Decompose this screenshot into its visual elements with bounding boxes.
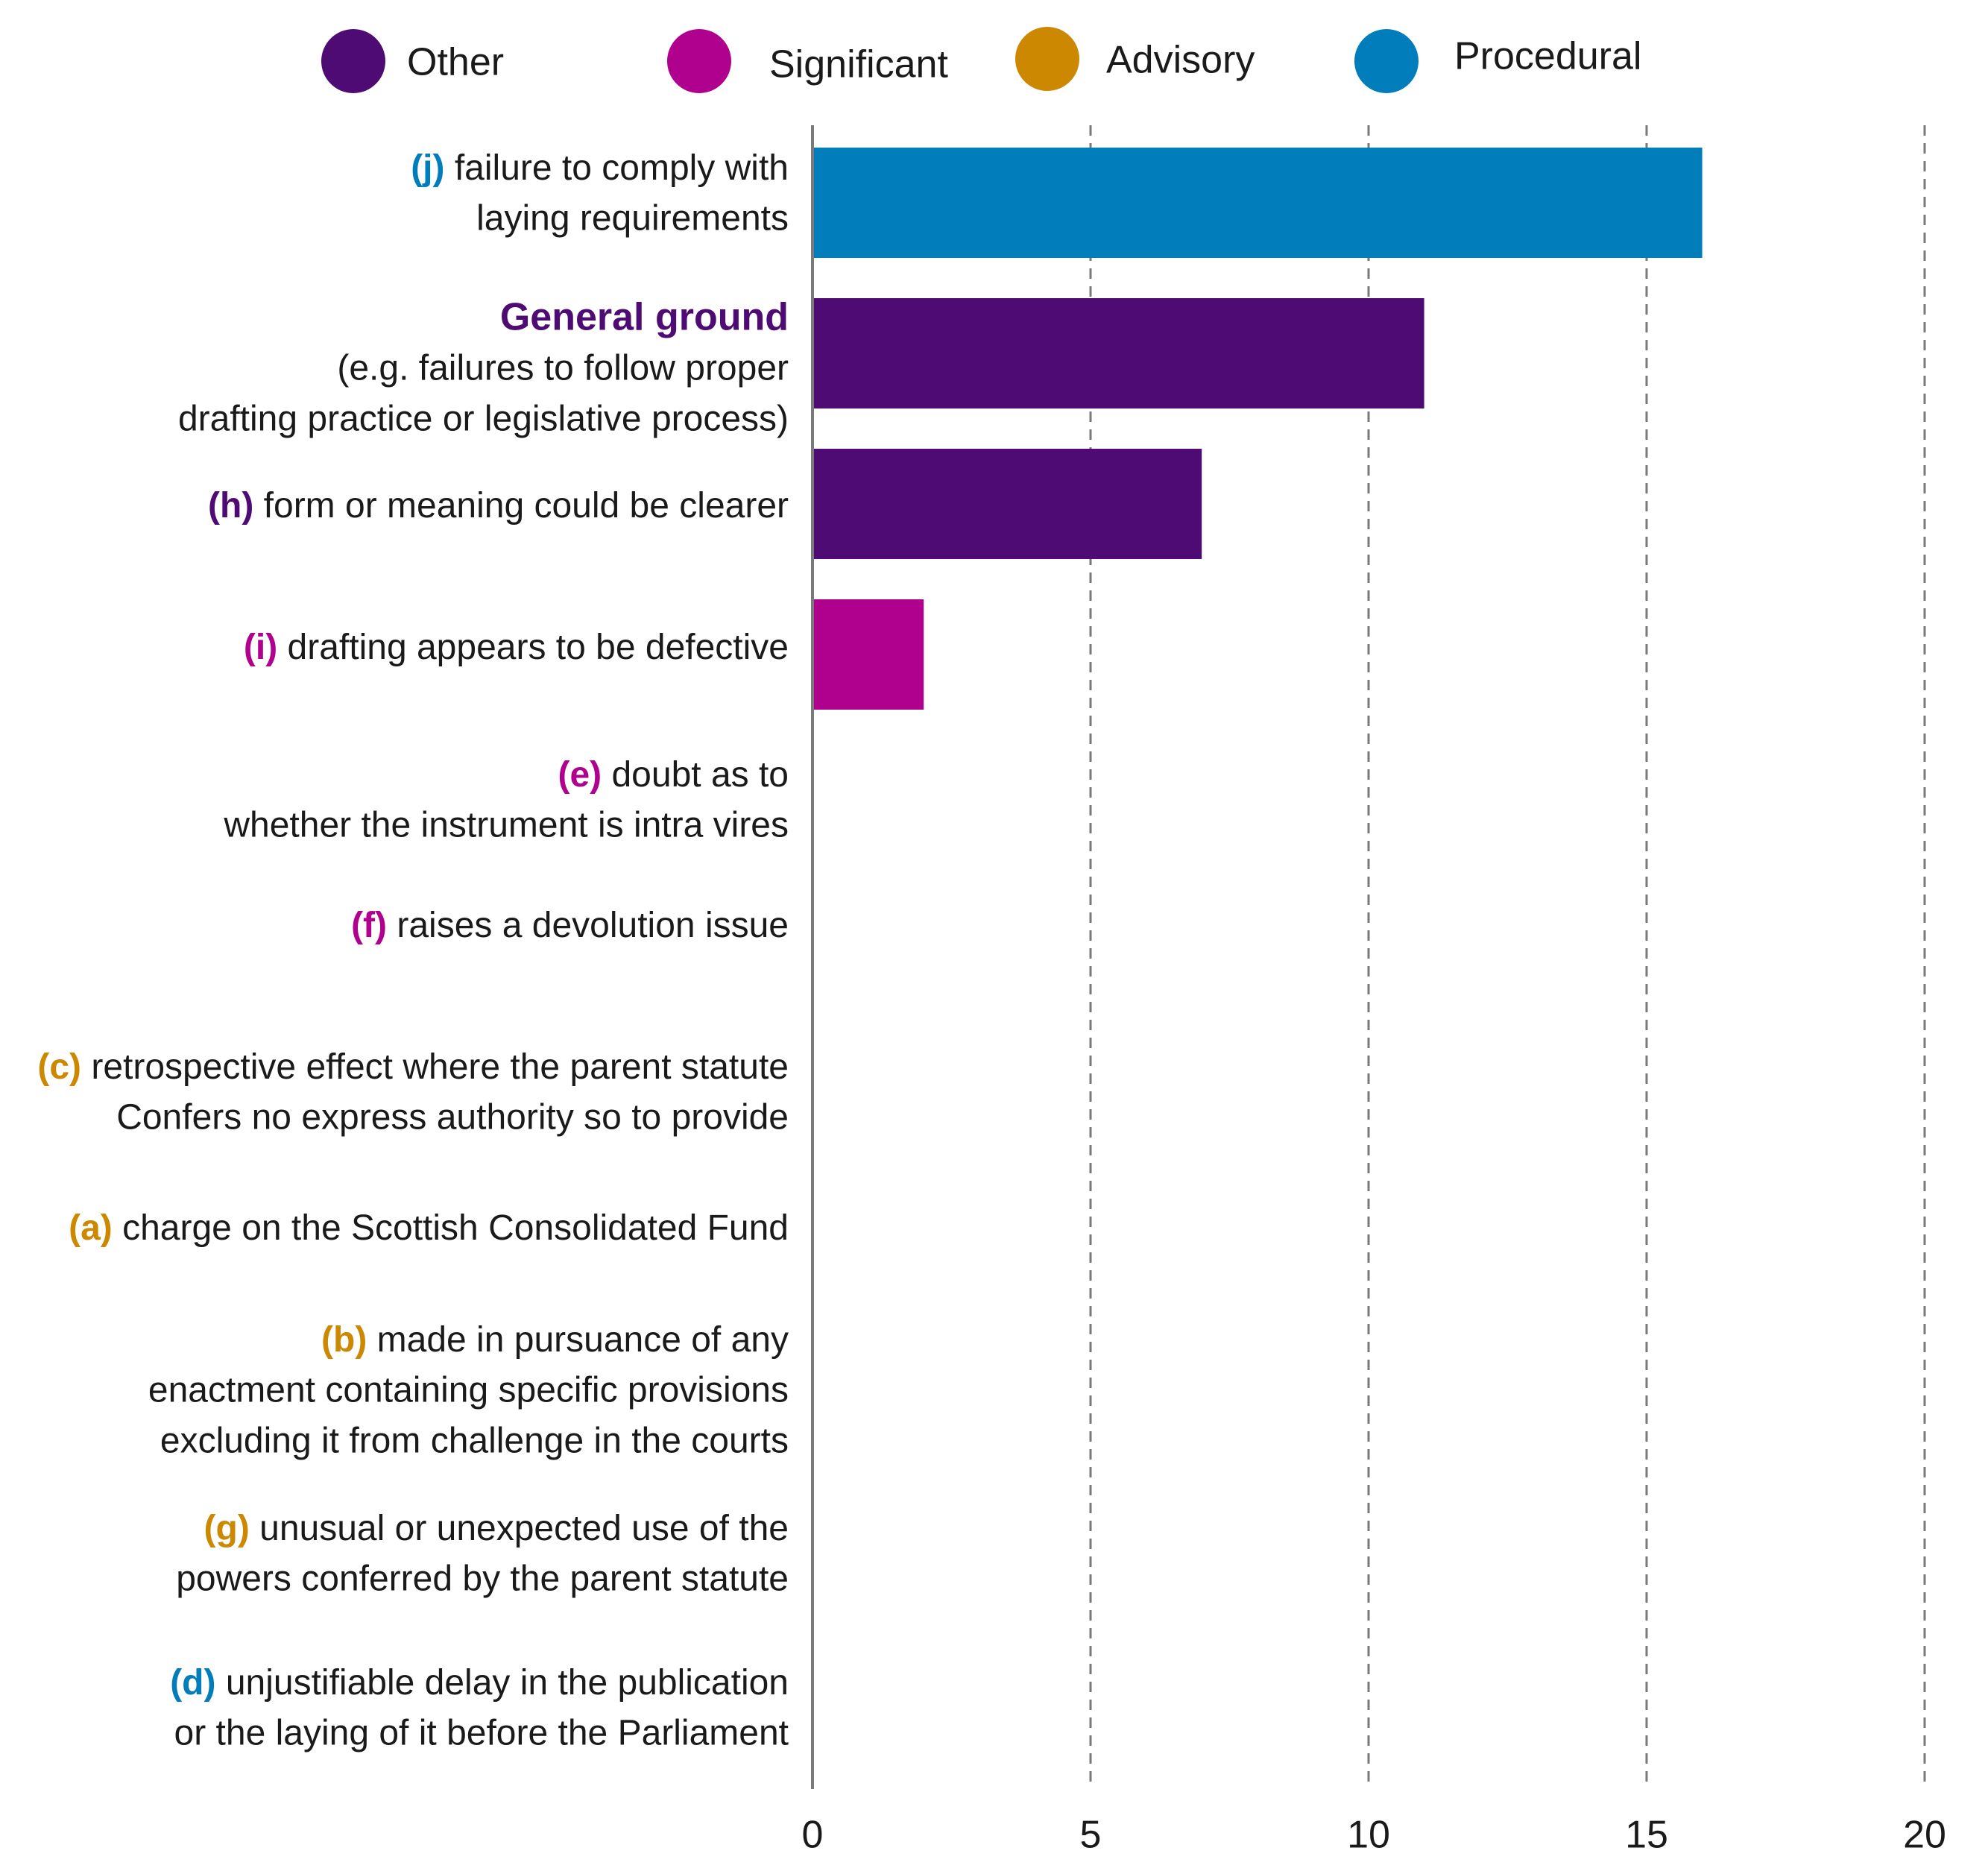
category-label-j-line-1: (j) failure to comply with xyxy=(411,148,789,188)
category-label-c-line-2: Confers no express authority so to provi… xyxy=(116,1098,789,1138)
x-tick-label-15: 15 xyxy=(1625,1814,1668,1857)
category-text-c: retrospective effect where the parent st… xyxy=(91,1047,789,1087)
category-text-g: unusual or unexpected use of the xyxy=(259,1509,789,1548)
legend-label-other: Other xyxy=(407,41,504,84)
category-label-g-line-2: powers conferred by the parent statute xyxy=(176,1559,789,1599)
legend-label-advisory: Advisory xyxy=(1106,39,1255,82)
category-heading-general-ground: General ground xyxy=(500,296,789,339)
category-label-g-line-1: (g) unusual or unexpected use of the xyxy=(204,1509,789,1548)
category-text-e: doubt as to xyxy=(611,755,789,795)
category-prefix-a: (a) xyxy=(69,1208,122,1248)
category-label-b-line-3: excluding it from challenge in the court… xyxy=(160,1422,789,1461)
category-text-f: raises a devolution issue xyxy=(397,906,789,945)
category-label-a-line-1: (a) charge on the Scottish Consolidated … xyxy=(69,1208,789,1248)
category-text-a: charge on the Scottish Consolidated Fund xyxy=(122,1208,789,1248)
legend-marker-other xyxy=(321,29,385,93)
category-text-h: form or meaning could be clearer xyxy=(264,486,789,526)
legend: Other Significant Advisory Procedural xyxy=(321,27,1641,93)
x-tick-label-10: 10 xyxy=(1347,1814,1390,1857)
x-tick-label-0: 0 xyxy=(802,1814,824,1857)
category-text-b: made in pursuance of any xyxy=(377,1320,789,1360)
x-tick-label-20: 20 xyxy=(1903,1814,1946,1857)
category-label-b-line-2: enactment containing specific provisions xyxy=(148,1371,789,1410)
category-text-d: unjustifiable delay in the publication xyxy=(226,1663,789,1703)
category-label-e-line-2: whether the instrument is intra vires xyxy=(223,806,789,845)
bar-general-ground xyxy=(812,298,1424,408)
category-prefix-d: (d) xyxy=(170,1663,226,1703)
legend-label-procedural: Procedural xyxy=(1454,35,1641,78)
category-label-b-line-1: (b) made in pursuance of any xyxy=(321,1320,789,1360)
category-prefix-b: (b) xyxy=(321,1320,377,1360)
category-label-i-line-1: (i) drafting appears to be defective xyxy=(244,628,789,667)
category-text-j: failure to comply with xyxy=(455,148,789,188)
category-label-h-line-1: (h) form or meaning could be clearer xyxy=(208,486,789,526)
legend-marker-advisory xyxy=(1015,27,1079,91)
category-prefix-f: (f) xyxy=(351,906,397,945)
bar-j xyxy=(812,148,1703,258)
category-label-general-ground-line-1: (e.g. failures to follow proper xyxy=(337,349,789,388)
category-prefix-c: (c) xyxy=(37,1047,91,1087)
bar-h xyxy=(812,449,1202,559)
category-prefix-g: (g) xyxy=(204,1509,260,1548)
category-prefix-i: (i) xyxy=(244,628,288,667)
category-label-d-line-1: (d) unjustifiable delay in the publicati… xyxy=(170,1663,789,1703)
legend-marker-significant xyxy=(667,29,731,93)
legend-label-significant: Significant xyxy=(769,43,948,86)
category-label-d-line-2: or the laying of it before the Parliamen… xyxy=(174,1714,789,1753)
category-label-e-line-1: (e) doubt as to xyxy=(558,755,789,795)
category-prefix-j: (j) xyxy=(411,148,455,188)
legend-marker-procedural xyxy=(1354,29,1419,93)
category-prefix-h: (h) xyxy=(208,486,264,526)
category-label-j-line-2: laying requirements xyxy=(476,199,789,239)
bars xyxy=(812,148,1703,710)
category-prefix-e: (e) xyxy=(558,755,611,795)
category-text-i: drafting appears to be defective xyxy=(288,628,789,667)
category-label-f-line-1: (f) raises a devolution issue xyxy=(351,906,789,945)
category-label-general-ground-line-2: drafting practice or legislative process… xyxy=(178,400,789,439)
category-labels: (j) failure to comply with laying require… xyxy=(37,148,789,1753)
category-label-c-line-1: (c) retrospective effect where the paren… xyxy=(37,1047,789,1087)
x-axis: 0 5 10 15 20 xyxy=(802,125,1946,1857)
x-tick-label-5: 5 xyxy=(1080,1814,1102,1857)
bar-i xyxy=(812,599,924,710)
